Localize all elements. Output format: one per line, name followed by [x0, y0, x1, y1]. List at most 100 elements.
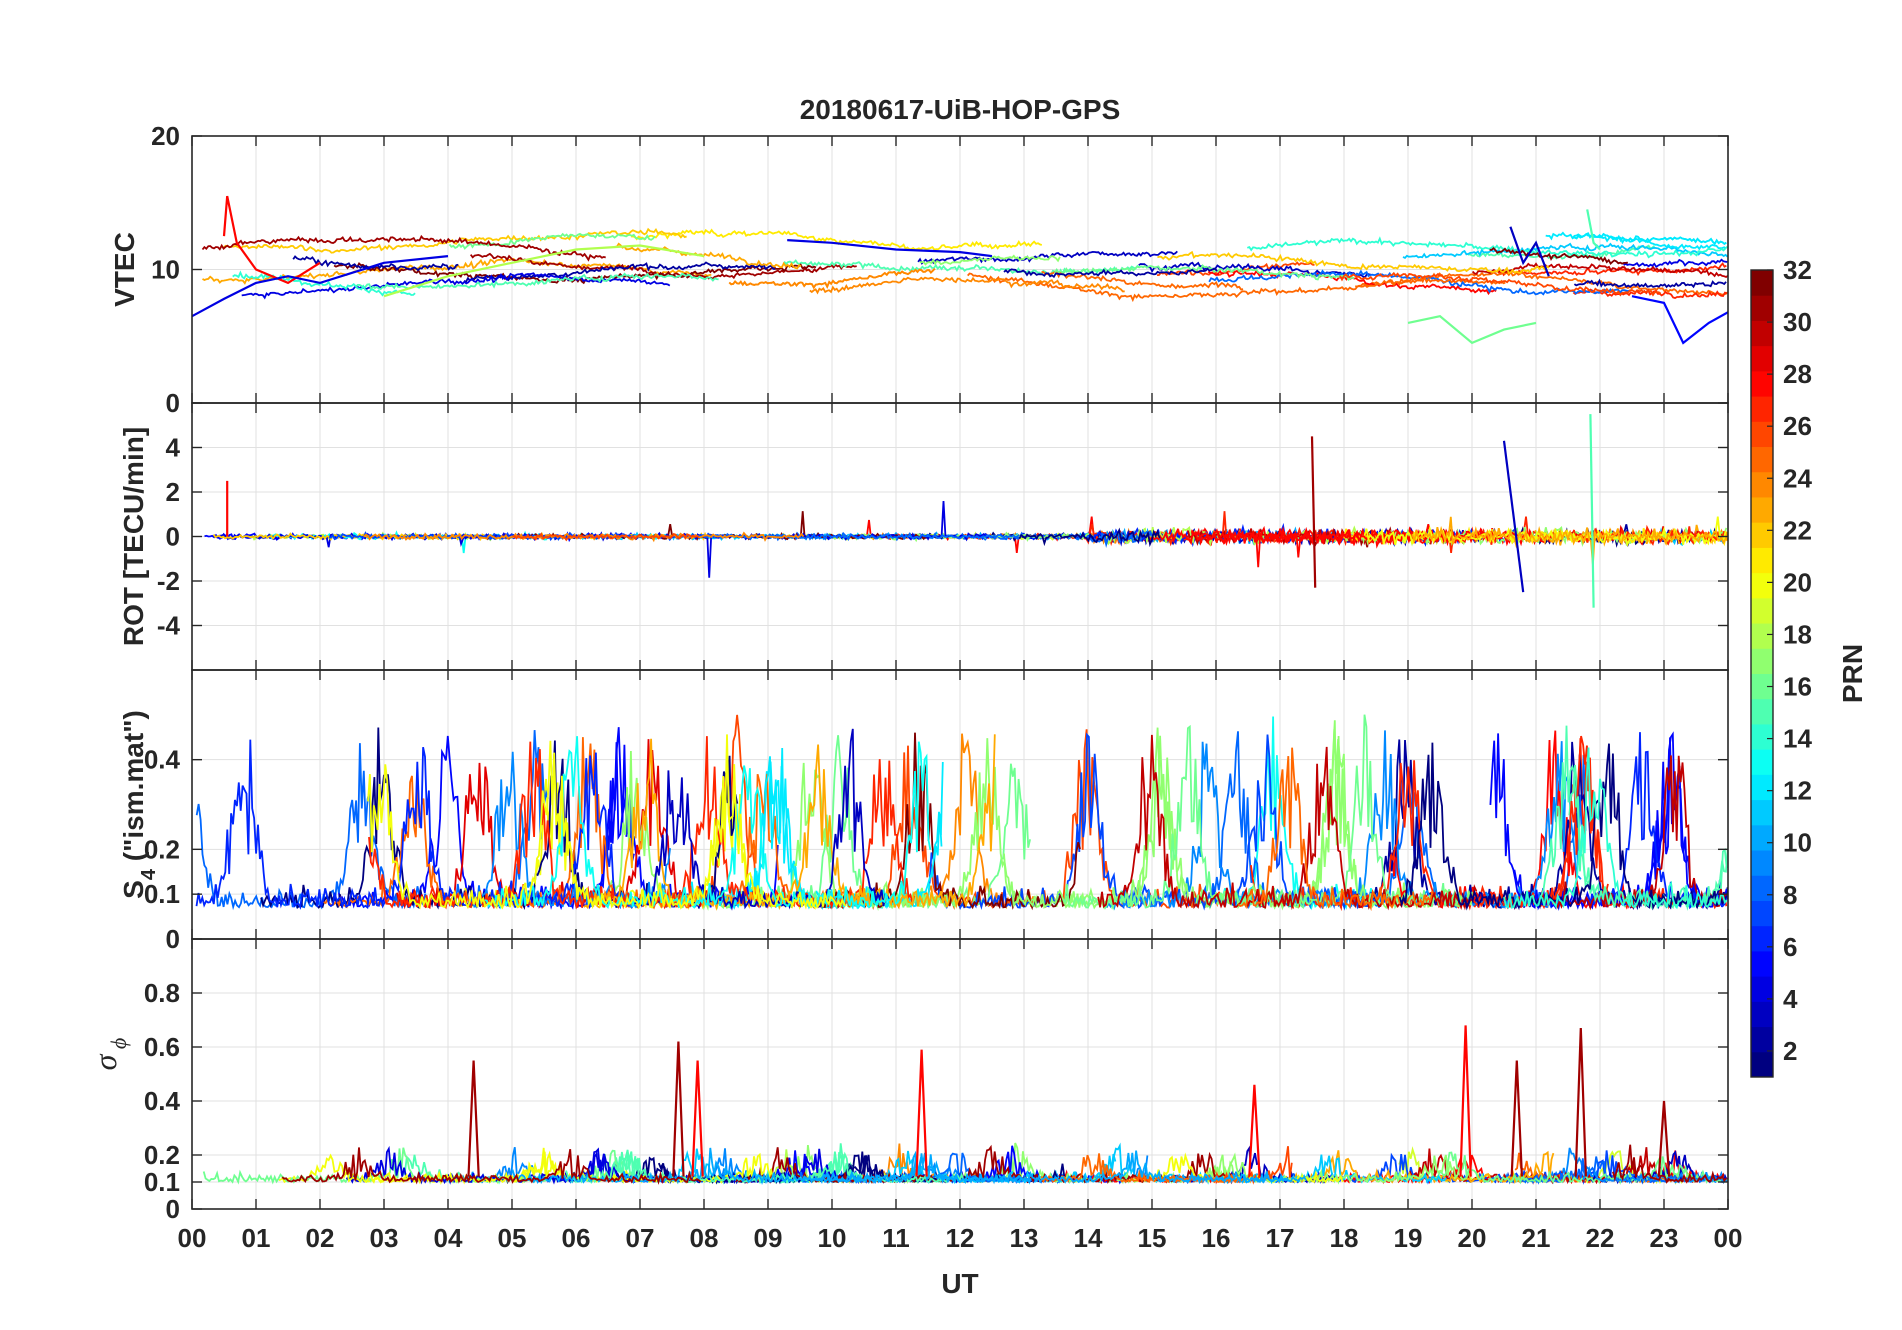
colorbar-frame [1750, 269, 1774, 1078]
ticks-vtec: 0 10 20 [151, 121, 1729, 418]
trace-prn [1247, 236, 1728, 259]
colorbar-swatch [1751, 976, 1773, 1002]
trace-prn [583, 734, 996, 911]
data-series [383, 244, 705, 298]
x-tick-label: 09 [754, 1223, 783, 1253]
sigma-peak [1459, 1025, 1472, 1177]
trace-prn [469, 751, 671, 910]
trace-prn [201, 234, 606, 262]
trace-prn [1041, 270, 1244, 291]
sigma-peak [467, 1060, 480, 1177]
x-tick-label: 05 [498, 1223, 527, 1253]
chart-title: 20180617-UiB-HOP-GPS [800, 94, 1121, 125]
colorbar-swatch [1751, 850, 1773, 876]
x-tick-label: 17 [1266, 1223, 1295, 1253]
sigma-peak [1248, 1084, 1261, 1177]
sigma-peak [1574, 1028, 1588, 1177]
y-tick-label: 0 [166, 388, 180, 418]
trace-prn [1398, 742, 1727, 911]
trace-prn [1053, 264, 1355, 282]
trace-prn [367, 734, 847, 910]
colorbar-tick-label: 16 [1783, 672, 1812, 702]
x-tick-label: 16 [1202, 1223, 1231, 1253]
colorbar-swatch [1751, 950, 1773, 977]
colorbar-tick-label: 26 [1783, 411, 1812, 441]
colorbar-swatch [1751, 925, 1773, 952]
colorbar-tick-label: 2 [1783, 1036, 1797, 1066]
trace-prn [1237, 747, 1434, 912]
trace-prn [1467, 244, 1655, 260]
trace-prn [1431, 1151, 1728, 1186]
colorbar-swatch [1751, 522, 1773, 548]
trace-prn [1612, 1144, 1727, 1184]
trace-prn [1129, 1152, 1344, 1184]
data-series [1631, 295, 1728, 345]
trace-prn [1573, 278, 1727, 289]
colorbar-swatch [1751, 597, 1773, 624]
y-tick-label: 0.8 [144, 978, 180, 1008]
data-series [222, 195, 321, 285]
x-tick-label: 00 [178, 1223, 207, 1253]
trace-prn [232, 270, 416, 297]
y-tick-label: 0.4 [144, 745, 181, 775]
trace-prn [1157, 250, 1550, 275]
colorbar-tick-label: 12 [1783, 776, 1812, 806]
x-tick-label: 21 [1522, 1223, 1551, 1253]
trace-prn [1545, 231, 1727, 251]
y-tick-label: 10 [151, 255, 180, 285]
panel-sigma: 00.10.2 0.4 0.6 0.8 σ ϕ [87, 938, 1729, 1224]
panel-rot: -4 -2 0 2 4 ROT [TECU/min] [118, 402, 1729, 671]
trace-prn [614, 242, 802, 270]
colorbar-swatch [1751, 471, 1773, 498]
y-tick-label: 0.1 [144, 1167, 180, 1197]
colorbar-swatch [1751, 320, 1773, 347]
trace-prn [1489, 246, 1628, 266]
colorbar-swatch [1751, 270, 1773, 296]
panel-s4: 0 0.1 0.2 0.4S4 ("ism.mat") [118, 669, 1729, 954]
colorbar-tick-label: 8 [1783, 880, 1797, 910]
ticks-s4: 0 0.1 0.2 0.4 [144, 670, 1729, 954]
colorbar-swatch [1751, 900, 1773, 927]
trace-prn [223, 227, 687, 254]
colorbar-tick-label: 14 [1783, 724, 1812, 754]
trace-prn [463, 261, 776, 283]
traces-s4 [195, 714, 1728, 912]
trace-prn [195, 739, 632, 910]
colorbar-tick-label: 24 [1783, 463, 1812, 493]
trace-prn [448, 232, 656, 250]
colorbar-tick-label: 20 [1783, 567, 1812, 597]
x-tick-label: 14 [1074, 1223, 1103, 1253]
trace-prn [1503, 747, 1728, 910]
x-tick-label: 04 [434, 1223, 463, 1253]
trace-prn [1623, 258, 1728, 269]
trace-prn [241, 272, 671, 300]
y-tick-label: 20 [151, 121, 180, 151]
data-series [1589, 414, 1595, 608]
trace-prn [281, 1147, 702, 1185]
sigma-peak [1657, 1100, 1671, 1177]
colorbar-swatch [1751, 774, 1773, 801]
colorbar-label: PRN [1837, 644, 1868, 703]
y-tick-label: 0 [166, 924, 180, 954]
colorbar-swatch [1751, 824, 1773, 851]
colorbar-swatch [1751, 1001, 1773, 1028]
x-tick-label: 07 [626, 1223, 655, 1253]
traces-vtec [192, 195, 1728, 345]
traces-sigma [202, 1025, 1728, 1186]
trace-prn [1003, 267, 1218, 279]
trace-prn [630, 228, 1043, 251]
x-tick-label: 10 [818, 1223, 847, 1253]
trace-prn [799, 1150, 1289, 1185]
y-axis-label-s4: S4 ("ism.mat") [118, 710, 160, 899]
x-tick-label: 12 [946, 1223, 975, 1253]
colorbar-swatch [1751, 1051, 1773, 1078]
colorbar-swatch [1751, 723, 1773, 750]
colorbar-swatch [1751, 396, 1773, 422]
y-tick-label: 0.6 [144, 1032, 180, 1062]
x-tick-label: 02 [306, 1223, 335, 1253]
trace-prn [1018, 527, 1161, 548]
x-tick-label: 18 [1330, 1223, 1359, 1253]
y-tick-label: -2 [157, 566, 180, 596]
colorbar-tick-label: 28 [1783, 359, 1812, 389]
x-tick-label: 00 [1714, 1223, 1743, 1253]
